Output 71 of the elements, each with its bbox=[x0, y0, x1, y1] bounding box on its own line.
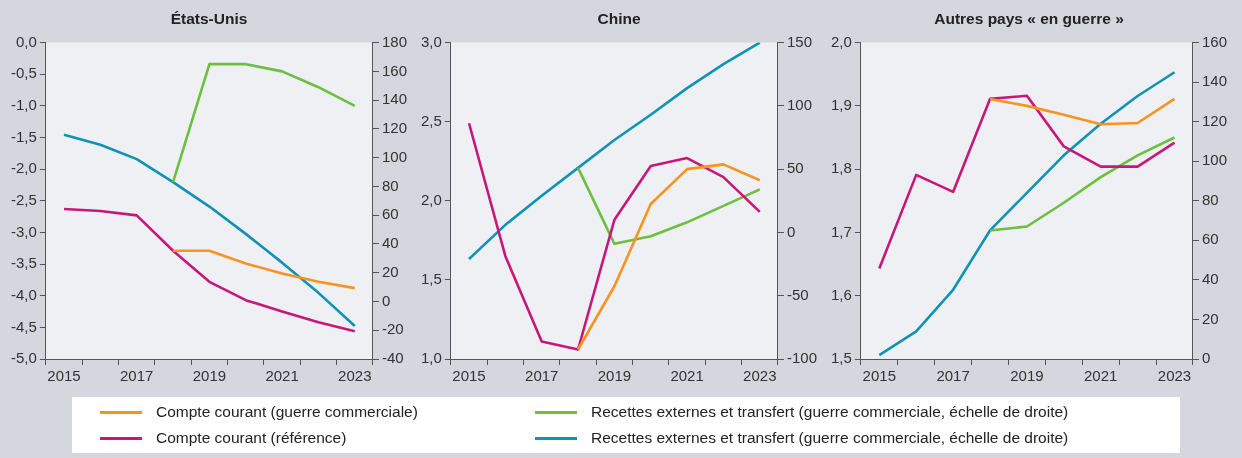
y-tick-label: 3,0 bbox=[420, 32, 442, 50]
y2-tick-label: 140 bbox=[381, 90, 407, 108]
y-tick-label: 1,6 bbox=[830, 285, 852, 303]
x-tick-label: 2023 bbox=[1157, 367, 1192, 385]
y2-tick-label: 40 bbox=[1201, 270, 1219, 288]
y2-tick-label: 100 bbox=[786, 96, 813, 114]
y-tick-label: 1,0 bbox=[420, 349, 442, 367]
y-tick-label: 2,5 bbox=[420, 111, 442, 129]
x-tick-label: 2023 bbox=[338, 367, 372, 385]
y2-tick-label: 60 bbox=[1201, 230, 1219, 248]
chart-title: Autres pays « en guerre » bbox=[934, 9, 1124, 27]
x-tick-label: 2017 bbox=[525, 367, 559, 385]
y2-tick-label: 120 bbox=[381, 119, 407, 137]
x-tick-label: 2019 bbox=[597, 367, 632, 385]
y2-tick-label: 20 bbox=[1201, 309, 1219, 327]
y2-tick-label: 140 bbox=[1201, 72, 1227, 90]
x-tick-label: 2015 bbox=[47, 367, 81, 385]
y-tick-label: -4,5 bbox=[10, 317, 37, 335]
y2-tick-label: 40 bbox=[381, 234, 399, 252]
x-tick-label: 2017 bbox=[936, 367, 970, 385]
y-tick-label: 1,7 bbox=[830, 222, 852, 240]
chart-title: États-Unis bbox=[170, 9, 248, 27]
y-tick-label: 1,9 bbox=[830, 96, 852, 114]
legend-label: Compte courant (référence) bbox=[156, 429, 347, 447]
y2-tick-label: 160 bbox=[381, 61, 407, 79]
x-tick-label: 2021 bbox=[1084, 367, 1118, 385]
y-tick-label: -1,0 bbox=[10, 96, 37, 114]
x-tick-label: 2015 bbox=[452, 367, 486, 385]
y2-tick-label: 0 bbox=[786, 222, 796, 240]
y2-tick-label: 60 bbox=[381, 205, 399, 223]
y2-tick-label: 160 bbox=[1201, 32, 1227, 50]
y-tick-label: 1,5 bbox=[420, 270, 442, 288]
legend-label: Recettes externes et transfert (guerre commerciale, échelle de droite) bbox=[591, 429, 1069, 447]
x-tick-label: 2021 bbox=[265, 367, 299, 385]
chart-title: Chine bbox=[597, 9, 641, 27]
x-tick-label: 2019 bbox=[192, 367, 227, 385]
y2-tick-label: -40 bbox=[381, 349, 404, 367]
y2-tick-label: 120 bbox=[1201, 111, 1227, 129]
x-tick-label: 2015 bbox=[862, 367, 896, 385]
y-tick-label: -5,0 bbox=[10, 349, 37, 367]
y-tick-label: -1,5 bbox=[10, 127, 37, 145]
y-tick-label: 1,8 bbox=[830, 159, 852, 177]
y2-tick-label: 180 bbox=[381, 32, 407, 50]
y2-tick-label: -20 bbox=[381, 320, 404, 338]
y-tick-label: -3,0 bbox=[10, 222, 37, 240]
y2-tick-label: 150 bbox=[786, 32, 813, 50]
y2-tick-label: 80 bbox=[1201, 190, 1219, 208]
y2-tick-label: 20 bbox=[381, 262, 399, 280]
y-tick-label: -2,5 bbox=[10, 190, 37, 208]
y2-tick-label: 50 bbox=[786, 159, 804, 177]
legend-label: Recettes externes et transfert (guerre commerciale, échelle de droite) bbox=[591, 403, 1069, 421]
y-tick-label: 1,5 bbox=[830, 349, 852, 367]
x-tick-label: 2017 bbox=[120, 367, 154, 385]
y-tick-label: 2,0 bbox=[420, 190, 442, 208]
y-tick-label: -0,5 bbox=[10, 64, 37, 82]
y2-tick-label: 0 bbox=[381, 291, 391, 309]
x-tick-label: 2019 bbox=[1010, 367, 1044, 385]
y2-tick-label: 100 bbox=[1201, 151, 1227, 169]
y2-tick-label: 0 bbox=[1201, 349, 1211, 367]
legend-label: Compte courant (guerre commerciale) bbox=[156, 403, 418, 421]
y2-tick-label: 100 bbox=[381, 147, 407, 165]
y2-tick-label: -100 bbox=[786, 349, 818, 367]
y-tick-label: -4,0 bbox=[10, 285, 37, 303]
y2-tick-label: -50 bbox=[786, 285, 809, 303]
x-tick-label: 2023 bbox=[743, 367, 777, 385]
y2-tick-label: 80 bbox=[381, 176, 399, 194]
y-tick-label: -2,0 bbox=[10, 159, 37, 177]
y-tick-label: 0,0 bbox=[15, 32, 37, 50]
y-tick-label: 2,0 bbox=[830, 32, 852, 50]
x-tick-label: 2021 bbox=[670, 367, 704, 385]
y-tick-label: -3,5 bbox=[10, 254, 37, 272]
